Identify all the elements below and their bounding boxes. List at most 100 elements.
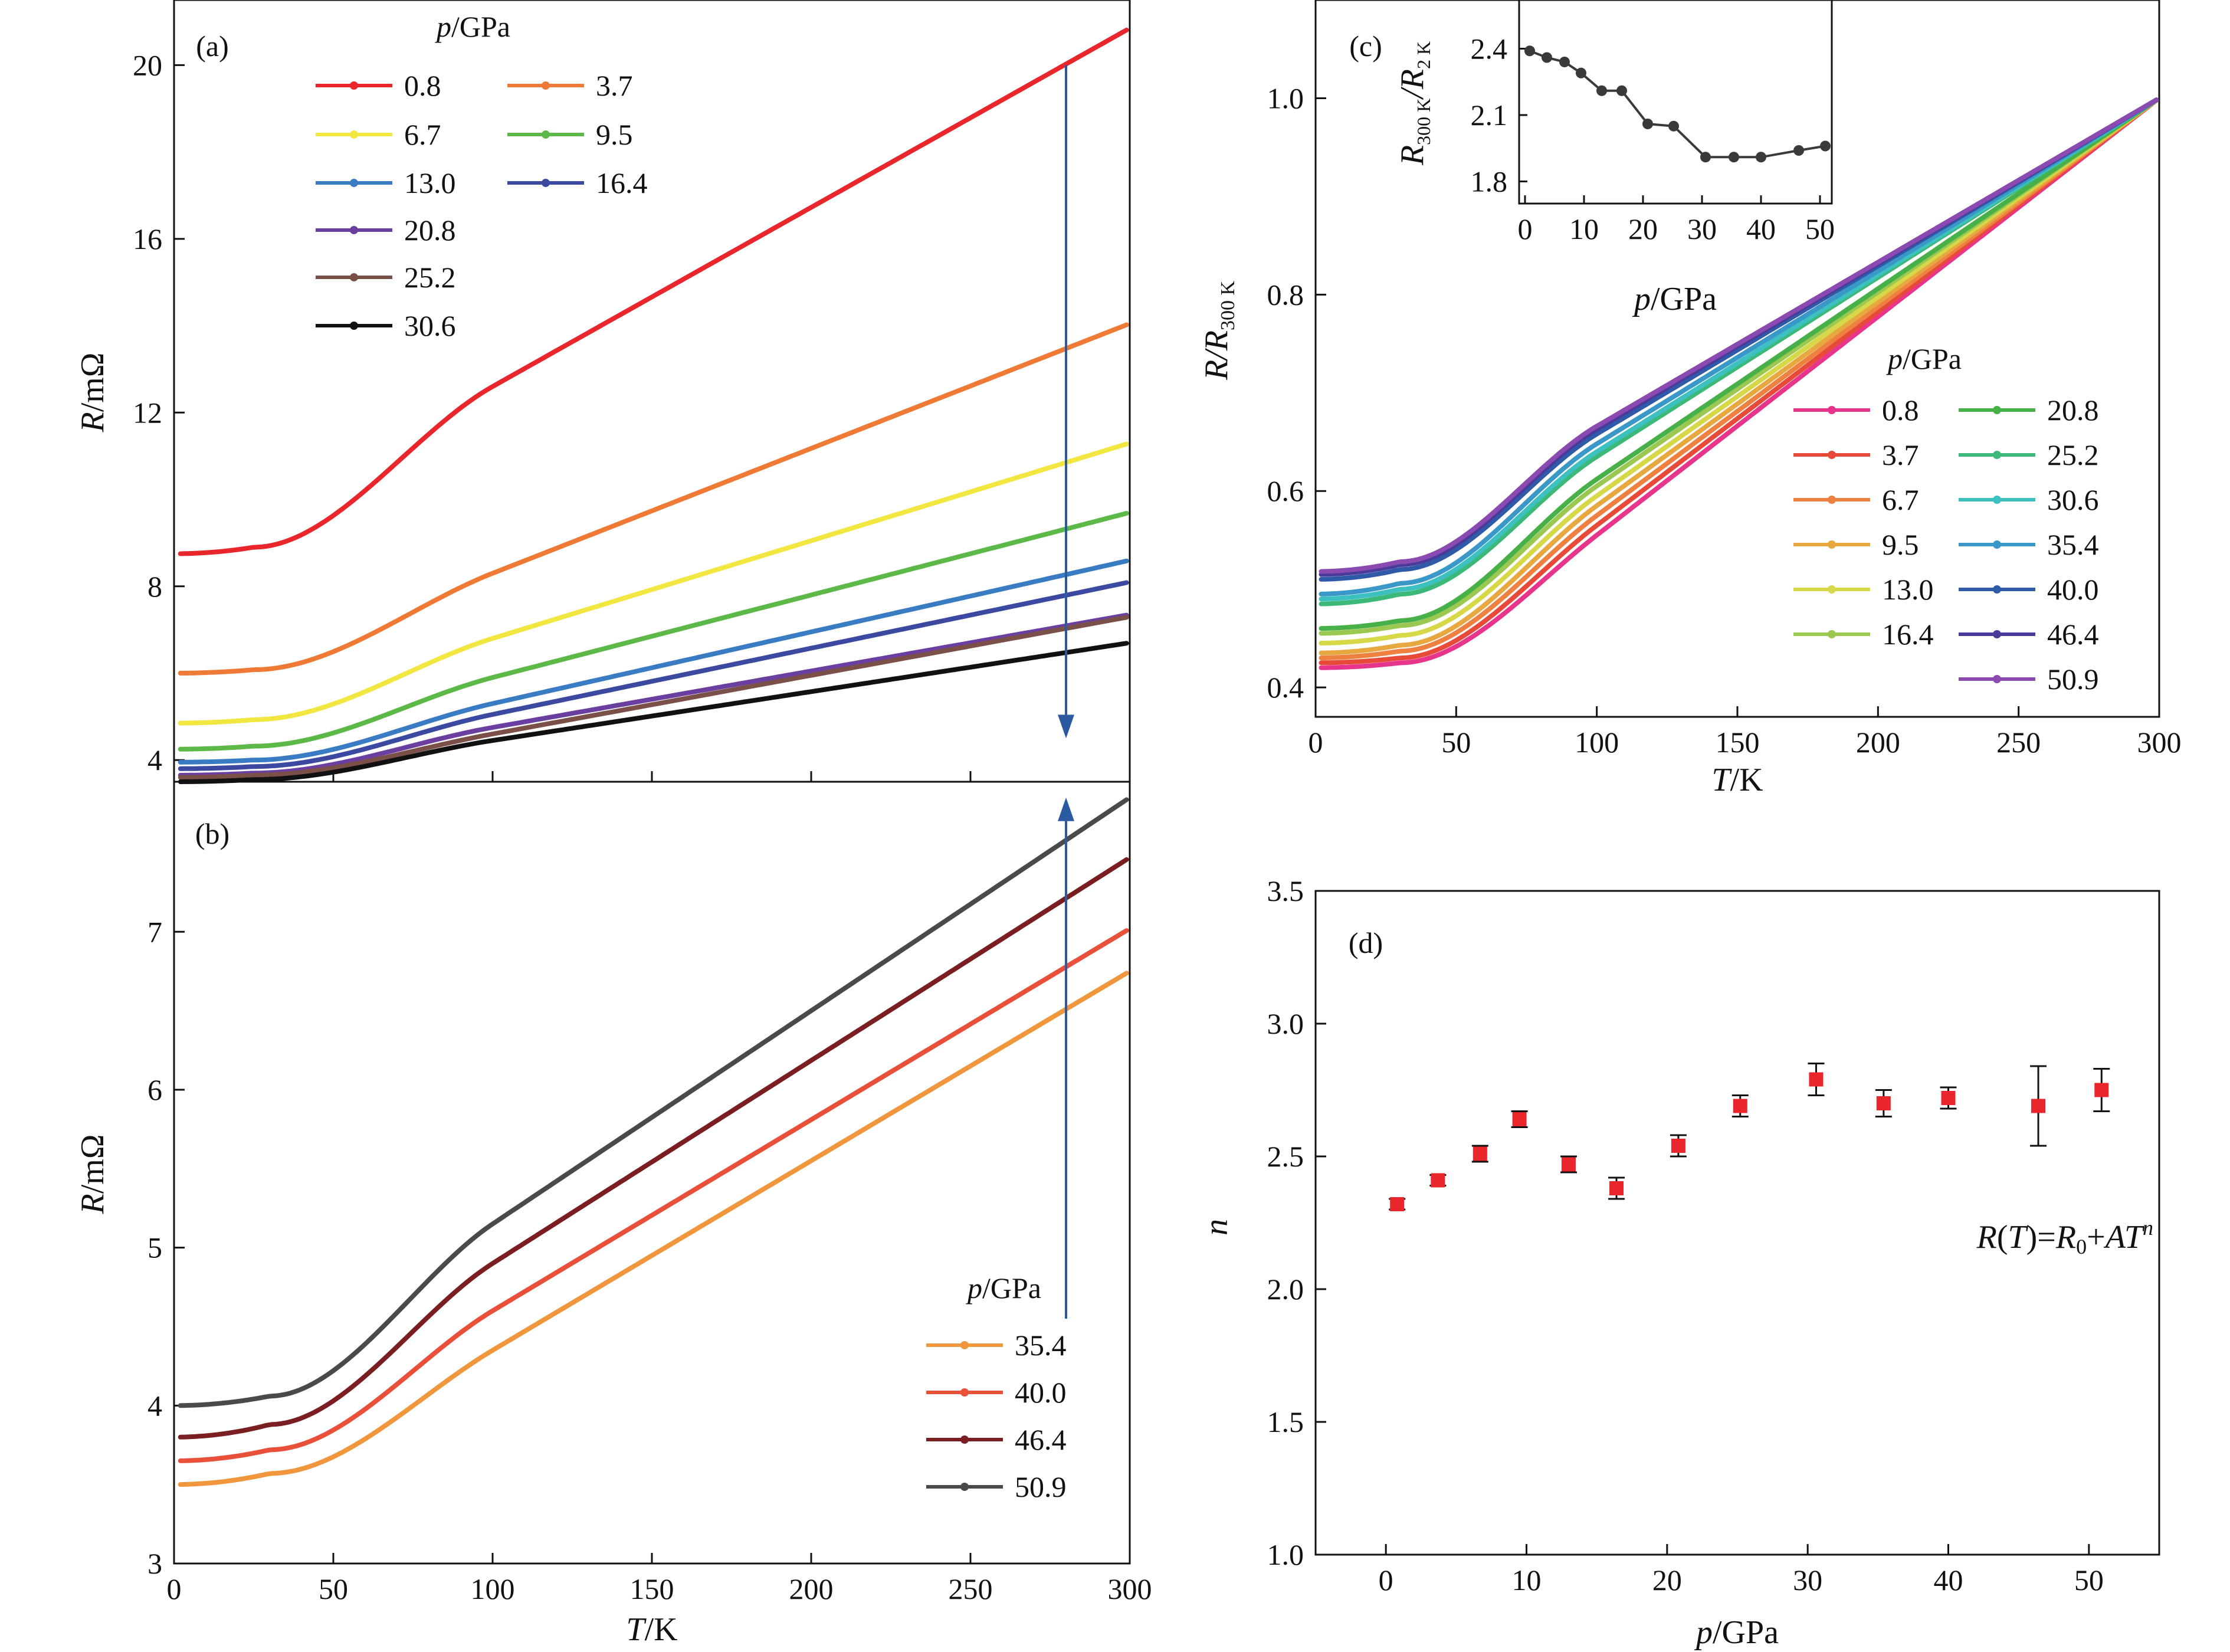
legend-label-c-40.0: 40.0 <box>2047 573 2099 606</box>
data-point <box>1941 1091 1956 1105</box>
x-tick-label: 50 <box>1805 212 1835 245</box>
y-tick-label: 4 <box>147 1389 162 1422</box>
x-tick-label: 20 <box>1652 1564 1682 1597</box>
x-tick-label: 200 <box>1856 726 1900 759</box>
series-line-25.2 <box>178 615 1129 780</box>
inset-point <box>1576 67 1586 78</box>
legend-label-c-46.4: 46.4 <box>2047 618 2099 651</box>
y-tick-label: 2.1 <box>1471 99 1508 132</box>
x-tick-label: 40 <box>1746 212 1776 245</box>
panel-label: (b) <box>195 817 229 850</box>
inset-point <box>1616 85 1627 96</box>
y-axis-label: n <box>1198 1219 1235 1235</box>
legend-label-c-35.4: 35.4 <box>2047 528 2099 561</box>
legend-label-a-13.0: 13.0 <box>404 166 456 199</box>
legend-label-c-16.4: 16.4 <box>1882 618 1934 651</box>
y-tick-label: 2.5 <box>1267 1140 1304 1173</box>
data-point <box>1390 1197 1405 1211</box>
x-tick-label: 20 <box>1628 212 1658 245</box>
inset-point <box>1700 152 1711 163</box>
series-line-3.7 <box>178 322 1129 676</box>
x-axis-label: T/K <box>626 1611 677 1648</box>
panel-label: (c) <box>1349 30 1382 63</box>
fit-formula: R(T)=R0+ATn <box>1976 1216 2153 1258</box>
inset-point <box>1524 45 1535 57</box>
plot-frame <box>1314 890 2160 1556</box>
series-line-46.4 <box>178 857 1129 1440</box>
series-line-40.0 <box>178 928 1129 1463</box>
y-tick-label: 7 <box>147 915 162 948</box>
x-tick-label: 30 <box>1793 1564 1822 1597</box>
y-tick-label: 1.0 <box>1267 1538 1304 1571</box>
y-tick-label: 20 <box>133 48 162 81</box>
legend-label-c-0.8: 0.8 <box>1882 394 1919 427</box>
legend-marker-a-0.8 <box>350 81 358 90</box>
x-tick-label: 250 <box>949 1572 993 1605</box>
x-tick-label: 150 <box>1716 726 1760 759</box>
series-line-13.0 <box>178 558 1129 765</box>
legend-label-c-30.6: 30.6 <box>2047 483 2099 516</box>
data-point <box>1609 1181 1624 1195</box>
y-tick-label: 1.0 <box>1267 81 1304 114</box>
legend-marker-a-16.4 <box>542 179 550 187</box>
legend-label-a-20.8: 20.8 <box>404 214 456 247</box>
series-line-16.4 <box>178 580 1129 771</box>
inset-point <box>1793 145 1804 156</box>
legend-title: p/GPa <box>435 10 510 43</box>
series-line-9.5 <box>178 511 1129 752</box>
y-tick-label: 6 <box>147 1073 162 1106</box>
inset-x-axis-label: p/GPa <box>1632 281 1717 317</box>
y-axis-label: R/R300 K <box>1198 281 1239 381</box>
legend-marker-c-46.4 <box>1993 630 2001 638</box>
inset-point <box>1756 152 1766 163</box>
panel-label: (a) <box>196 30 229 63</box>
data-point <box>1809 1072 1824 1087</box>
legend-marker-c-6.7 <box>1828 496 1836 504</box>
data-point <box>1473 1146 1487 1161</box>
legend-marker-c-16.4 <box>1828 630 1836 638</box>
inset-point <box>1729 152 1739 163</box>
legend-label-c-13.0: 13.0 <box>1882 573 1934 606</box>
legend-label-b-40.0: 40.0 <box>1015 1376 1067 1409</box>
x-tick-label: 300 <box>2137 726 2182 759</box>
y-tick-label: 1.8 <box>1471 165 1508 198</box>
x-tick-label: 250 <box>1996 726 2041 759</box>
x-tick-label: 10 <box>1512 1564 1542 1597</box>
legend-label-a-25.2: 25.2 <box>404 261 456 294</box>
y-tick-label: 3 <box>147 1547 162 1580</box>
x-tick-label: 100 <box>471 1572 515 1605</box>
trend-arrow-head <box>1058 797 1074 821</box>
x-tick-label: 40 <box>1934 1564 1963 1597</box>
y-tick-label: 2.0 <box>1267 1273 1304 1306</box>
legend-label-a-16.4: 16.4 <box>596 166 648 199</box>
legend-marker-c-35.4 <box>1993 540 2001 549</box>
y-tick-label: 4 <box>147 743 162 776</box>
x-tick-label: 300 <box>1108 1572 1152 1605</box>
y-tick-label: 8 <box>147 570 162 603</box>
x-tick-label: 0 <box>1309 726 1323 759</box>
panel-label: (d) <box>1349 926 1383 959</box>
x-tick-label: 150 <box>630 1572 674 1605</box>
series-line-50.9 <box>178 797 1129 1408</box>
legend-marker-a-6.7 <box>350 130 358 139</box>
series-line-6.7 <box>178 441 1129 726</box>
x-tick-label: 200 <box>789 1572 834 1605</box>
y-axis-label: R/mΩ <box>74 1135 111 1215</box>
series-line-35.4 <box>178 971 1129 1487</box>
series-line-20.8 <box>1319 97 2159 631</box>
x-tick-label: 0 <box>167 1572 182 1605</box>
inset-point <box>1559 57 1570 67</box>
y-tick-label: 0.4 <box>1267 671 1304 704</box>
data-point <box>1431 1173 1445 1188</box>
x-tick-label: 10 <box>1569 212 1599 245</box>
legend-marker-b-40.0 <box>960 1388 969 1397</box>
legend-marker-c-13.0 <box>1828 585 1836 594</box>
series-line-20.8 <box>178 612 1129 778</box>
inset-point <box>1596 85 1607 96</box>
data-point <box>1562 1157 1576 1172</box>
legend-marker-a-20.8 <box>350 226 358 234</box>
y-tick-label: 2.4 <box>1471 32 1508 65</box>
legend-marker-c-20.8 <box>1993 406 2001 414</box>
panel-b: 0 50 100 150 200 250 300 3 4 5 6 7 (b) R/mΩ T/K p/GPa 35… <box>74 781 1152 1648</box>
data-point <box>1733 1099 1747 1113</box>
